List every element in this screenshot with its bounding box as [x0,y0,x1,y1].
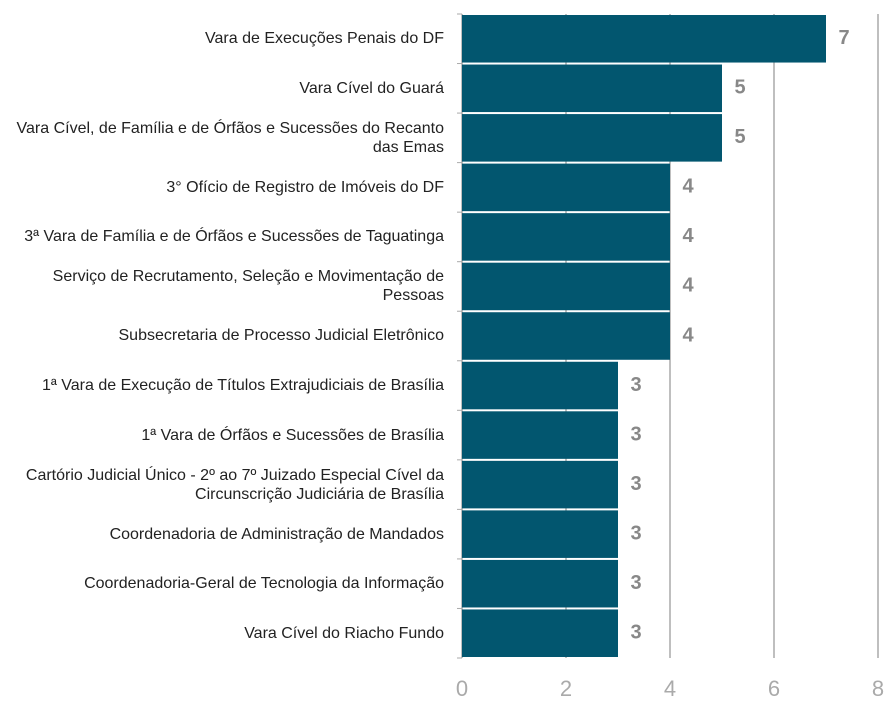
value-label: 3 [630,622,641,644]
x-tick-label: 6 [768,676,780,701]
y-tick-label: 3ª Vara de Família e de Órfãos e Sucessõ… [24,228,444,246]
y-tick-label: 1ª Vara de Órfãos e Sucessões de Brasíli… [141,426,444,444]
value-label: 4 [682,275,694,297]
bar [462,559,618,608]
bar [462,312,670,360]
bar [462,64,722,113]
y-tick-label: Serviço de Recrutamento, Seleção e Movim… [52,268,444,305]
bar [462,510,618,558]
y-tick-label: Cartório Judicial Único - 2º ao 7º Juiza… [25,466,444,503]
y-tick-label: 3° Ofício de Registro de Imóveis do DF [166,178,444,196]
value-label: 5 [734,126,745,148]
y-tick-label: Vara de Execuções Penais do DF [205,30,444,48]
x-tick-label: 4 [664,676,676,701]
y-tick-label: Coordenadoria-Geral de Tecnologia da Inf… [84,575,444,593]
bar [462,460,618,509]
bar [462,15,826,63]
value-label: 4 [682,324,694,346]
x-tick-label: 8 [872,676,884,701]
bar [462,163,670,212]
value-label: 5 [734,77,745,99]
bar [462,213,670,261]
bar [462,609,618,657]
value-label: 3 [630,473,641,495]
bar [462,361,618,410]
y-tick-label: Coordenadoria de Administração de Mandad… [109,525,444,543]
x-tick-label: 2 [560,676,572,701]
value-label: 3 [630,374,641,396]
bar [462,411,618,459]
x-tick-label: 0 [456,676,468,701]
y-tick-label: Subsecretaria de Processo Judicial Eletr… [118,327,445,345]
value-label: 3 [630,423,641,445]
y-tick-label: Vara Cível, de Família e de Órfãos e Suc… [16,119,444,156]
y-tick-label: 1ª Vara de Execução de Títulos Extrajudi… [42,377,444,395]
value-label: 3 [630,572,641,594]
value-label: 7 [838,27,849,49]
value-label: 4 [682,225,694,247]
bar [462,114,722,162]
value-label: 4 [682,176,694,198]
value-label: 3 [630,522,641,544]
y-tick-label: Vara Cível do Guará [299,79,444,97]
bar [462,262,670,311]
y-tick-label: Vara Cível do Riacho Fundo [244,624,444,642]
